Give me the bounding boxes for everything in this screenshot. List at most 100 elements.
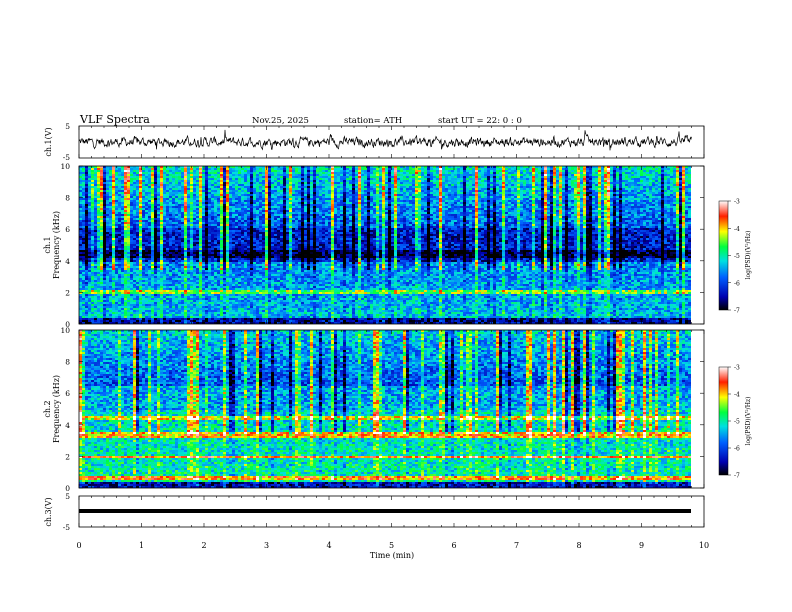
spectrogram-cell xyxy=(559,200,562,202)
spectrogram-cell xyxy=(658,174,661,176)
spectrogram-cell xyxy=(247,194,250,196)
spectrogram-cell xyxy=(448,184,451,186)
spectrogram-cell xyxy=(160,212,163,214)
spectrogram-cell xyxy=(640,190,643,192)
spectrogram-cell xyxy=(643,184,646,186)
spectrogram-cell xyxy=(103,208,106,210)
spectrogram-cell xyxy=(340,192,343,194)
spectrogram-cell xyxy=(298,180,301,182)
spectrogram-cell xyxy=(82,170,85,172)
spectrogram-cell xyxy=(565,188,568,190)
spectrogram-cell xyxy=(562,172,565,174)
spectrogram-cell xyxy=(331,172,334,174)
spectrogram-cell xyxy=(454,188,457,190)
spectrogram-cell xyxy=(622,206,625,208)
spectrogram-cell xyxy=(127,212,130,214)
spectrogram-cell xyxy=(292,186,295,188)
spectrogram-cell xyxy=(646,174,649,176)
spectrogram-cell xyxy=(370,190,373,192)
spectrogram-cell xyxy=(250,182,253,184)
spectrogram-cell xyxy=(178,182,181,184)
spectrogram-cell xyxy=(202,194,205,196)
spectrogram-cell xyxy=(79,202,82,204)
spectrogram-cell xyxy=(190,174,193,176)
spectrogram-cell xyxy=(376,212,379,214)
spectrogram-cell xyxy=(343,180,346,182)
spectrogram-cell xyxy=(352,176,355,178)
spectrogram-cell xyxy=(661,196,664,198)
spectrogram-cell xyxy=(685,192,688,194)
spectrogram-cell xyxy=(259,168,262,170)
spectrogram-cell xyxy=(199,192,202,194)
spectrogram-cell xyxy=(649,188,652,190)
spectrogram-cell xyxy=(463,170,466,172)
spectrogram-cell xyxy=(406,176,409,178)
spectrogram-cell xyxy=(445,206,448,208)
spectrogram-cell xyxy=(454,196,457,198)
spectrogram-cell xyxy=(154,172,157,174)
spectrogram-cell xyxy=(430,178,433,180)
spectrogram-cell xyxy=(283,212,286,214)
spectrogram-cell xyxy=(547,166,550,168)
spectrogram-cell xyxy=(397,186,400,188)
spectrogram-cell xyxy=(247,200,250,202)
spectrogram-cell xyxy=(625,188,628,190)
spectrogram-cell xyxy=(649,202,652,204)
spectrogram-cell xyxy=(232,194,235,196)
spectrogram-cell xyxy=(133,210,136,212)
spectrogram-cell xyxy=(142,188,145,190)
spectrogram-cell xyxy=(325,170,328,172)
spectrogram-cell xyxy=(112,190,115,192)
spectrogram-cell xyxy=(574,188,577,190)
spectrogram-cell xyxy=(640,194,643,196)
spectrogram-cell xyxy=(364,194,367,196)
spectrogram-cell xyxy=(127,166,130,168)
spectrogram-cell xyxy=(529,204,532,206)
spectrogram-cell xyxy=(115,192,118,194)
spectrogram-cell xyxy=(505,176,508,178)
spectrogram-cell xyxy=(505,170,508,172)
spectrogram-cell xyxy=(508,186,511,188)
spectrogram-cell xyxy=(328,200,331,202)
spectrogram-cell xyxy=(280,210,283,212)
spectrogram-cell xyxy=(553,198,556,200)
spectrogram-cell xyxy=(85,168,88,170)
spectrogram-cell xyxy=(457,210,460,212)
spectrogram-cell xyxy=(682,206,685,208)
spectrogram-cell xyxy=(277,200,280,202)
spectrogram-cell xyxy=(121,174,124,176)
spectrogram-cell xyxy=(283,182,286,184)
spectrogram-cell xyxy=(421,182,424,184)
spectrogram-cell xyxy=(361,196,364,198)
spectrogram-cell xyxy=(526,170,529,172)
spectrogram-cell xyxy=(166,168,169,170)
spectrogram-cell xyxy=(562,208,565,210)
spectrogram-cell xyxy=(628,186,631,188)
spectrogram-cell xyxy=(331,168,334,170)
spectrogram-cell xyxy=(541,212,544,214)
spectrogram-cell xyxy=(547,204,550,206)
spectrogram-cell xyxy=(571,174,574,176)
spectrogram-cell xyxy=(337,200,340,202)
spectrogram-cell xyxy=(550,176,553,178)
spectrogram-cell xyxy=(289,210,292,212)
spectrogram-cell xyxy=(112,196,115,198)
spectrogram-cell xyxy=(544,202,547,204)
spectrogram-cell xyxy=(121,172,124,174)
spectrogram-cell xyxy=(589,186,592,188)
spectrogram-cell xyxy=(343,184,346,186)
spectrogram-cell xyxy=(328,174,331,176)
spectrogram-cell xyxy=(481,212,484,214)
spectrogram-cell xyxy=(469,204,472,206)
spectrogram-cell xyxy=(505,194,508,196)
spectrogram-cell xyxy=(343,192,346,194)
spectrogram-cell xyxy=(145,196,148,198)
spectrogram-cell xyxy=(643,206,646,208)
spectrogram-cell xyxy=(142,174,145,176)
spectrogram-cell xyxy=(475,200,478,202)
spectrogram-cell xyxy=(406,172,409,174)
spectrogram-cell xyxy=(358,210,361,212)
spectrogram-cell xyxy=(175,176,178,178)
spectrogram-cell xyxy=(223,166,226,168)
